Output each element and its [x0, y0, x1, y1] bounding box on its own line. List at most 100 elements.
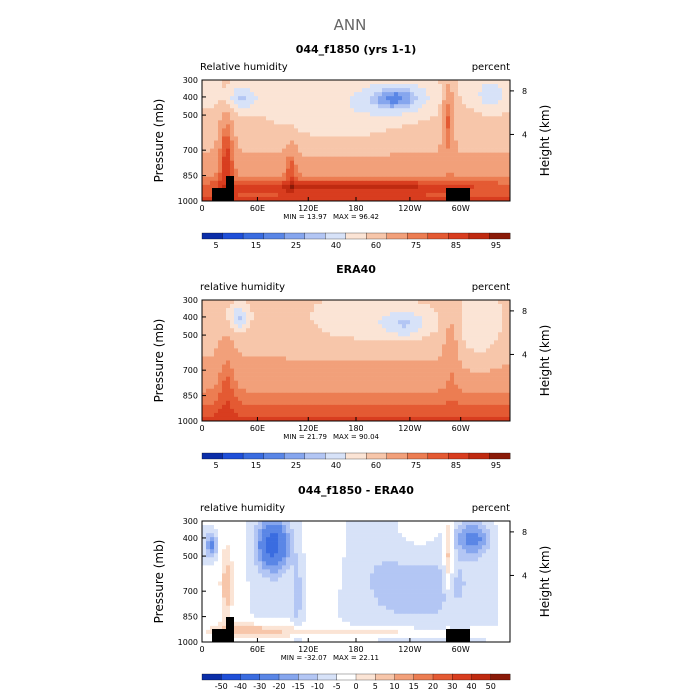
contour-cell: [370, 128, 375, 133]
contour-cell: [462, 116, 467, 121]
contour-cell: [394, 352, 399, 357]
contour-cell: [446, 104, 451, 109]
contour-cell: [358, 112, 363, 117]
contour-cell: [470, 148, 475, 153]
contour-cell: [326, 80, 331, 85]
contour-cell: [278, 360, 283, 365]
contour-cell: [214, 521, 219, 526]
contour-cell: [218, 100, 223, 105]
contour-cell: [470, 164, 475, 170]
contour-cell: [370, 84, 375, 89]
contour-cell: [450, 404, 455, 410]
contour-cell: [218, 364, 223, 369]
contour-cell: [226, 372, 231, 377]
contour-cell: [354, 396, 359, 402]
contour-cell: [370, 148, 375, 153]
contour-cell: [458, 148, 463, 153]
contour-cell: [314, 196, 319, 202]
contour-cell: [278, 120, 283, 125]
contour-cell: [494, 368, 499, 373]
contour-cell: [390, 344, 395, 349]
contour-cell: [274, 128, 279, 133]
contour-cell: [426, 128, 431, 133]
colorbar-swatch: [468, 232, 490, 240]
contour-cell: [218, 416, 223, 422]
contour-cell: [370, 360, 375, 365]
contour-cell: [314, 88, 319, 93]
contour-cell: [214, 136, 219, 141]
contour-cell: [322, 348, 327, 353]
contour-cell: [206, 308, 211, 313]
contour-cell: [458, 124, 463, 129]
contour-cell: [206, 408, 211, 414]
contour-cell: [410, 132, 415, 137]
contour-cell: [222, 416, 227, 422]
contour-cell: [294, 328, 299, 333]
contour-cell: [318, 300, 323, 305]
contour-cell: [318, 332, 323, 337]
contour-cell: [462, 344, 467, 349]
contour-cell: [330, 332, 335, 337]
contour-cell: [426, 176, 431, 182]
contour-cell: [338, 340, 343, 345]
contour-cell: [278, 156, 283, 161]
contour-cell: [278, 525, 283, 530]
contour-cell: [430, 344, 435, 349]
contour-cell: [374, 116, 379, 121]
contour-cell: [418, 525, 423, 530]
contour-cell: [454, 164, 459, 170]
contour-cell: [410, 188, 415, 194]
contour-cell: [378, 88, 383, 93]
contour-cell: [450, 364, 455, 369]
contour-cell: [414, 188, 419, 194]
contour-cell: [294, 144, 299, 149]
contour-cell: [486, 376, 491, 381]
contour-cell: [486, 316, 491, 321]
contour-cell: [222, 332, 227, 337]
contour-cell: [326, 340, 331, 345]
contour-cell: [318, 124, 323, 129]
contour-cell: [274, 100, 279, 105]
contour-cell: [238, 172, 243, 178]
contour-cell: [410, 112, 415, 117]
contour-cell: [478, 172, 483, 178]
contour-cell: [226, 533, 231, 538]
contour-cell: [506, 380, 511, 385]
contour-cell: [398, 156, 403, 161]
contour-cell: [306, 140, 311, 145]
contour-cell: [278, 404, 283, 410]
contour-cell: [230, 96, 235, 101]
contour-cell: [482, 372, 487, 377]
contour-cell: [242, 128, 247, 133]
contour-cell: [246, 104, 251, 109]
contour-cell: [502, 96, 507, 101]
contour-cell: [294, 116, 299, 121]
contour-cell: [290, 380, 295, 385]
contour-cell: [230, 172, 235, 178]
contour-cell: [214, 96, 219, 101]
contour-cell: [290, 384, 295, 390]
contour-cell: [254, 332, 259, 337]
contour-cell: [210, 360, 215, 365]
contour-cell: [218, 336, 223, 341]
contour-cell: [494, 348, 499, 353]
contour-cell: [302, 128, 307, 133]
contour-cell: [258, 88, 263, 93]
contour-cell: [466, 112, 471, 117]
contour-cell: [406, 529, 411, 534]
contour-cell: [202, 148, 207, 153]
contour-cell: [278, 324, 283, 329]
contour-cell: [454, 136, 459, 141]
contour-cell: [430, 84, 435, 89]
contour-cell: [326, 184, 331, 190]
contour-cell: [262, 188, 267, 194]
contour-cell: [346, 84, 351, 89]
contour-cell: [422, 176, 427, 182]
contour-cell: [338, 416, 343, 422]
contour-cell: [274, 344, 279, 349]
contour-cell: [238, 156, 243, 161]
contour-cell: [458, 140, 463, 145]
contour-cell: [346, 124, 351, 129]
contour-cell: [394, 108, 399, 113]
contour-cell: [306, 320, 311, 325]
